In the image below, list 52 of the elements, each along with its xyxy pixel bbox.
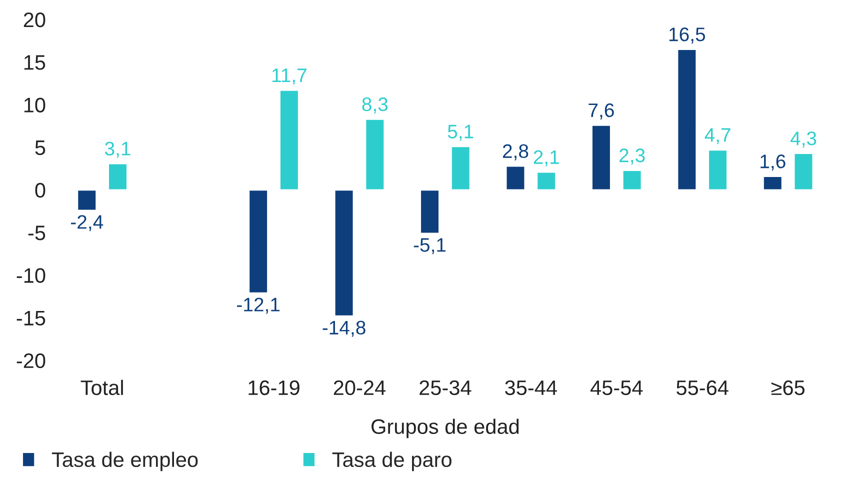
data-label: 11,7 (272, 68, 306, 85)
x-tick-label: Total (80, 380, 123, 396)
data-label: 3,1 (104, 142, 130, 158)
x-tick-label: 25-34 (420, 380, 472, 396)
data-label: -12,1 (237, 298, 280, 314)
bar (364, 118, 386, 191)
data-label: 16,5 (670, 28, 706, 44)
x-tick-label: 16-19 (248, 380, 300, 396)
data-label: 4,7 (704, 128, 730, 144)
x-tick-label: 20-24 (334, 380, 386, 396)
bar (420, 189, 440, 234)
bar (762, 176, 783, 191)
legend-label: Tasa de empleo (52, 452, 198, 472)
data-label: 2,3 (620, 148, 645, 165)
data-label: -2,4 (70, 215, 104, 232)
bar (108, 162, 128, 191)
data-label: 2,1 (534, 150, 559, 166)
data-label: -5,1 (414, 238, 446, 254)
y-tick-label: 10 (24, 98, 46, 112)
y-tick-label: -15 (16, 310, 46, 326)
y-tick-label: -10 (16, 268, 46, 283)
bar (676, 48, 698, 191)
y-tick-label: 15 (24, 55, 46, 70)
bar (505, 165, 526, 191)
x-tick-label: ≥65 (771, 380, 805, 396)
bar (248, 189, 268, 294)
bar (536, 171, 556, 191)
bar (450, 146, 471, 191)
x-tick-label: 45-54 (590, 380, 643, 396)
bar (76, 189, 98, 212)
bar (591, 124, 612, 191)
data-label: -14,8 (322, 320, 366, 337)
bar (279, 90, 300, 191)
bar (334, 189, 354, 317)
data-label: 1,6 (760, 154, 786, 171)
data-label: 5,1 (448, 124, 474, 141)
x-tick-label: 55-64 (676, 380, 728, 396)
data-label: 2,8 (502, 144, 528, 160)
bar (793, 152, 814, 191)
legend-label: Tasa de paro (332, 452, 452, 472)
data-label: 8,3 (362, 97, 388, 114)
y-tick-label: 20 (24, 12, 46, 28)
y-tick-label: -20 (16, 353, 46, 368)
y-tick-label: 0 (35, 182, 46, 198)
x-tick-label: 35-44 (505, 380, 557, 396)
x-axis-title: Grupos de edad (372, 418, 519, 438)
y-tick-label: -5 (28, 226, 46, 240)
bar (622, 170, 642, 191)
y-tick-label: 5 (35, 140, 46, 156)
data-label: 7,6 (588, 103, 614, 120)
bar (708, 149, 728, 191)
data-label: 4,3 (790, 132, 816, 148)
